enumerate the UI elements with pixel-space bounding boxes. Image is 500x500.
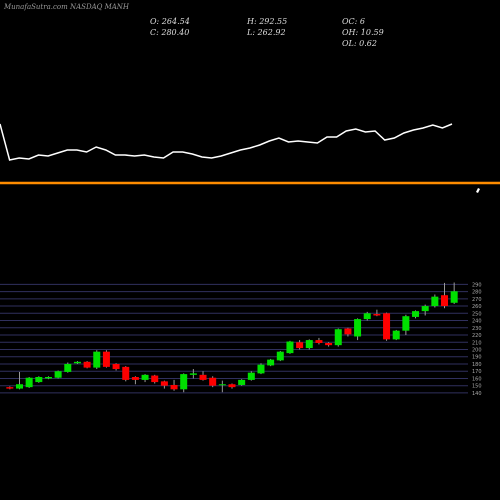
candle-body (402, 316, 410, 331)
y-tick-label: 220 (472, 333, 482, 339)
candle-body (286, 341, 294, 354)
candle-body (267, 359, 275, 366)
candle-body (354, 319, 362, 337)
y-tick-label: 260 (472, 304, 482, 310)
y-tick-label: 170 (472, 369, 482, 375)
candle-body (112, 363, 120, 370)
candle-body (44, 377, 52, 379)
candle-body (363, 313, 371, 320)
candle-body (228, 384, 236, 388)
candle-body (257, 364, 265, 374)
candle-body (15, 384, 23, 389)
y-tick-label: 210 (472, 340, 482, 346)
y-tick-label: 290 (472, 282, 482, 288)
candle-body (199, 374, 207, 380)
y-tick-label: 230 (472, 326, 482, 332)
header-oh: OH: 10.59 (342, 28, 384, 37)
candle-body (102, 351, 110, 367)
indicator-line (0, 123, 453, 161)
candle-body (73, 361, 81, 364)
header-high: H: 292.55 (246, 17, 287, 26)
y-tick-label: 280 (472, 290, 482, 296)
candle-body (83, 361, 91, 368)
candle-body (122, 366, 130, 380)
candle-body (383, 313, 391, 340)
candle-body (441, 295, 449, 307)
y-tick-label: 270 (472, 297, 482, 303)
candle-body (421, 306, 429, 312)
candle-body (296, 342, 304, 349)
candle-body (276, 351, 284, 361)
chart-title: MunafaSutra.com NASDAQ MANH (3, 3, 130, 11)
y-tick-label: 160 (472, 376, 482, 382)
y-tick-label: 150 (472, 384, 482, 390)
marker (476, 188, 480, 193)
header-low: L: 262.92 (246, 28, 286, 37)
candle-body (238, 379, 246, 385)
candle-body (131, 377, 139, 380)
candle-body (151, 375, 159, 383)
candle-body (315, 340, 323, 343)
candle-body (373, 314, 381, 316)
candle-body (209, 377, 217, 386)
y-tick-label: 190 (472, 355, 482, 361)
candle-body (35, 377, 43, 383)
candle-body (6, 387, 14, 389)
y-tick-label: 250 (472, 311, 482, 317)
candle-body (344, 328, 352, 335)
y-tick-label: 240 (472, 319, 482, 325)
header-oc: OC: 6 (342, 17, 365, 26)
candle-body (189, 373, 197, 375)
candle-body (431, 296, 439, 307)
candle-body (247, 372, 255, 380)
candle-body (25, 377, 33, 388)
candle-body (180, 374, 188, 390)
candle-body (54, 371, 62, 378)
header-close: C: 280.40 (150, 28, 189, 37)
header-open: O: 264.54 (150, 17, 190, 26)
candle-body (160, 381, 168, 386)
candle-body (412, 311, 420, 317)
candle-body (218, 384, 226, 386)
candle-body (392, 330, 400, 340)
candle-body (305, 340, 313, 349)
candle-body (334, 329, 342, 346)
y-tick-label: 140 (472, 391, 482, 397)
y-tick-label: 180 (472, 362, 482, 368)
candle-body (450, 291, 458, 303)
y-tick-label: 200 (472, 347, 482, 353)
candle-body (325, 342, 333, 346)
candle-body (64, 363, 72, 372)
header-ol: OL: 0.62 (342, 39, 377, 48)
candle-body (141, 374, 149, 380)
candle-body (93, 351, 101, 368)
candle-body (170, 384, 178, 390)
